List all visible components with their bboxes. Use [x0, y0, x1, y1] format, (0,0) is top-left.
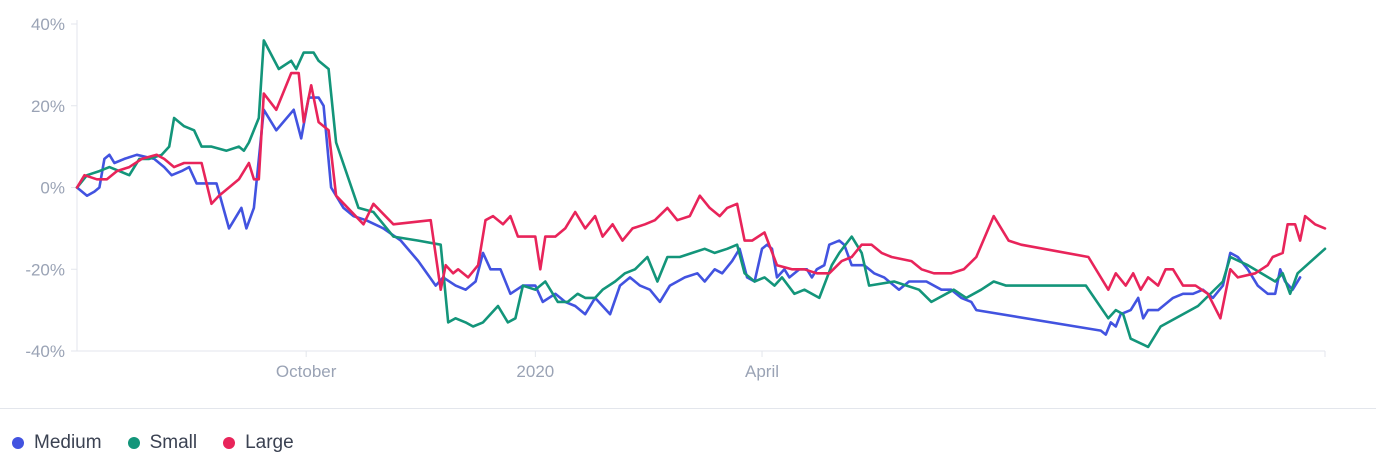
- x-tick-label: April: [745, 362, 779, 381]
- legend-item-large[interactable]: Large: [223, 432, 294, 454]
- series-line-large: [75, 71, 1327, 320]
- x-axis: October 2020 April: [77, 350, 1326, 381]
- legend-label: Medium: [34, 432, 102, 453]
- legend-divider: [0, 408, 1376, 409]
- series-line-medium: [75, 96, 1302, 336]
- legend-label: Large: [245, 432, 294, 453]
- y-tick-label: 40%: [31, 15, 65, 34]
- y-tick-label: -40%: [25, 342, 65, 361]
- series-lines: [75, 39, 1327, 349]
- legend-item-small[interactable]: Small: [127, 432, 198, 454]
- x-tick-label: 2020: [516, 362, 554, 381]
- line-chart: 40% 20% 0% -20% -40% October 2020 April: [25, 15, 1327, 381]
- legend-item-medium[interactable]: Medium: [12, 432, 102, 454]
- legend-label: Small: [149, 432, 198, 453]
- y-tick-label: -20%: [25, 260, 65, 279]
- legend-dot-icon: [127, 437, 140, 449]
- y-tick-label: 0%: [40, 179, 65, 198]
- y-axis: 40% 20% 0% -20% -40%: [25, 15, 78, 361]
- y-tick-label: 20%: [31, 97, 65, 116]
- series-line-small: [75, 39, 1327, 349]
- x-tick-label: October: [276, 362, 337, 381]
- legend: Medium Small Large: [12, 432, 320, 454]
- legend-dot-icon: [223, 437, 236, 449]
- legend-dot-icon: [12, 437, 24, 449]
